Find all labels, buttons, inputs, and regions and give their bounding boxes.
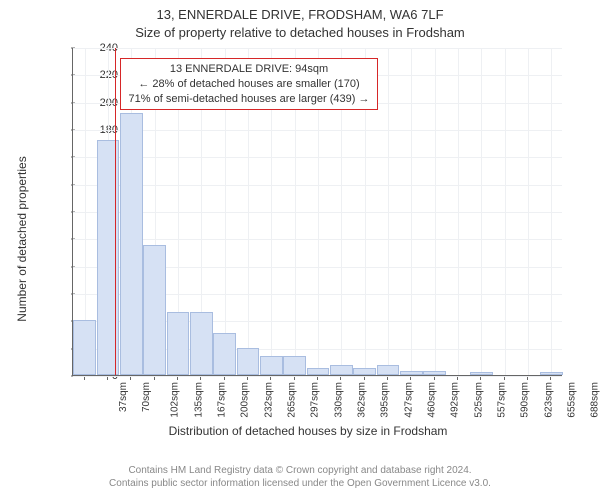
x-tick-label: 623sqm (543, 382, 554, 418)
annotation-line-1: 13 ENNERDALE DRIVE: 94sqm (129, 62, 370, 77)
x-tick-label: 232sqm (263, 382, 274, 418)
histogram-bar (143, 245, 166, 375)
x-tick-label: 167sqm (217, 382, 228, 418)
x-tick-label: 492sqm (450, 382, 461, 418)
gridline-v (551, 48, 552, 375)
x-tick-label: 200sqm (240, 382, 251, 418)
gridline-v (388, 48, 389, 375)
histogram-bar (190, 312, 213, 375)
histogram-bar (353, 368, 376, 375)
histogram-bar (120, 113, 143, 375)
annotation-line-2: ← 28% of detached houses are smaller (17… (129, 77, 370, 92)
footer-line-2: Contains public sector information licen… (0, 477, 600, 490)
chart-title-block: 13, ENNERDALE DRIVE, FRODSHAM, WA6 7LF S… (0, 0, 600, 41)
x-tick-label: 460sqm (427, 382, 438, 418)
x-tick-label: 362sqm (357, 382, 368, 418)
gridline-v (458, 48, 459, 375)
x-tick-label: 265sqm (287, 382, 298, 418)
annotation-line-3: 71% of semi-detached houses are larger (… (129, 92, 370, 107)
x-tick-label: 590sqm (520, 382, 531, 418)
histogram-bar (330, 365, 353, 375)
footer-line-1: Contains HM Land Registry data © Crown c… (0, 464, 600, 477)
gridline-v (528, 48, 529, 375)
histogram-bar (73, 320, 96, 375)
footer-attribution: Contains HM Land Registry data © Crown c… (0, 464, 600, 490)
histogram-bar (237, 348, 260, 375)
x-tick-label: 557sqm (497, 382, 508, 418)
annotation-box: 13 ENNERDALE DRIVE: 94sqm ← 28% of detac… (120, 58, 379, 111)
y-axis-label: Number of detached properties (15, 156, 29, 321)
x-tick-label: 330sqm (333, 382, 344, 418)
x-tick-label: 427sqm (403, 382, 414, 418)
x-tick-label: 525sqm (473, 382, 484, 418)
histogram-bar (167, 312, 190, 375)
histogram-bar (470, 372, 493, 375)
x-tick-label: 70sqm (141, 382, 152, 412)
x-tick-label: 655sqm (567, 382, 578, 418)
histogram-bar (400, 371, 423, 375)
gridline-v (505, 48, 506, 375)
histogram-bar (377, 365, 400, 375)
gridline-v (481, 48, 482, 375)
title-address: 13, ENNERDALE DRIVE, FRODSHAM, WA6 7LF (0, 6, 600, 24)
x-tick-label: 37sqm (118, 382, 129, 412)
x-tick-label: 395sqm (380, 382, 391, 418)
histogram-bar (213, 333, 236, 375)
x-tick-label: 297sqm (310, 382, 321, 418)
plot-area: 13 ENNERDALE DRIVE: 94sqm ← 28% of detac… (72, 48, 562, 376)
x-tick-label: 135sqm (193, 382, 204, 418)
gridline-v (435, 48, 436, 375)
x-axis-label: Distribution of detached houses by size … (38, 424, 578, 438)
histogram-bar (283, 356, 306, 375)
gridline-v (411, 48, 412, 375)
chart-area: Number of detached properties 0204060801… (38, 44, 578, 434)
title-subtitle: Size of property relative to detached ho… (0, 24, 600, 42)
property-marker-line (115, 48, 117, 375)
gridline-h (73, 376, 562, 377)
histogram-bar (307, 368, 330, 375)
x-tick-label: 688sqm (590, 382, 600, 418)
histogram-bar (423, 371, 446, 375)
x-tick-label: 102sqm (170, 382, 181, 418)
histogram-bar (260, 356, 283, 375)
histogram-bar (540, 372, 563, 375)
